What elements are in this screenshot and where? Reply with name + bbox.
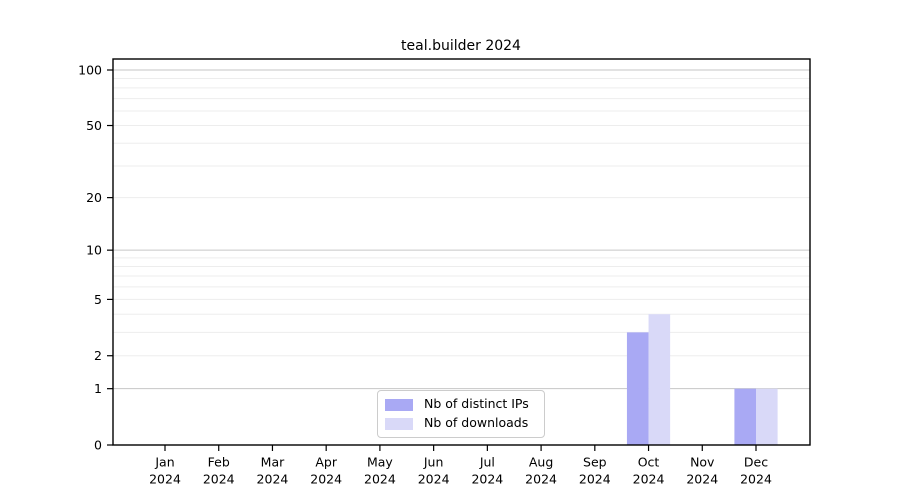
svg-text:50: 50	[86, 118, 102, 133]
bars	[626, 314, 778, 445]
svg-text:10: 10	[86, 243, 102, 258]
svg-text:Apr: Apr	[315, 455, 337, 470]
legend-label-distinct-ips: Nb of distinct IPs	[424, 396, 529, 412]
svg-text:2024: 2024	[310, 472, 342, 487]
svg-text:100: 100	[78, 62, 102, 77]
svg-text:2024: 2024	[633, 472, 665, 487]
svg-text:2024: 2024	[149, 472, 181, 487]
legend-item-downloads: Nb of downloads	[385, 415, 536, 432]
svg-text:Mar: Mar	[261, 455, 285, 470]
svg-text:2024: 2024	[525, 472, 557, 487]
legend-swatch-downloads	[385, 417, 413, 430]
svg-text:Jan: Jan	[154, 455, 174, 470]
svg-text:Aug: Aug	[529, 455, 553, 470]
svg-text:Dec: Dec	[744, 455, 768, 470]
svg-text:Sep: Sep	[583, 455, 607, 470]
svg-text:2024: 2024	[686, 472, 718, 487]
svg-text:2024: 2024	[203, 472, 235, 487]
legend-label-downloads: Nb of downloads	[424, 415, 529, 431]
svg-text:1: 1	[94, 381, 102, 396]
svg-text:Jul: Jul	[479, 455, 495, 470]
svg-text:20: 20	[86, 190, 102, 205]
legend-item-distinct-ips: Nb of distinct IPs	[385, 396, 536, 413]
chart-title: teal.builder 2024	[401, 38, 521, 54]
svg-text:Jun: Jun	[423, 455, 444, 470]
svg-text:2024: 2024	[471, 472, 503, 487]
svg-text:2024: 2024	[364, 472, 396, 487]
gridlines	[113, 69, 810, 390]
svg-text:Nov: Nov	[690, 455, 715, 470]
svg-text:5: 5	[94, 292, 102, 307]
svg-text:2: 2	[94, 348, 102, 363]
svg-text:0: 0	[94, 437, 102, 452]
svg-text:Feb: Feb	[208, 455, 230, 470]
svg-text:2024: 2024	[740, 472, 772, 487]
svg-text:May: May	[367, 455, 393, 470]
legend-swatch-distinct-ips	[385, 398, 413, 411]
legend: Nb of distinct IPs Nb of downloads	[377, 390, 545, 438]
tick-labels: 0 1 2 5 10 20 50 100 Jan 2024 Feb 2024 Mar 2024 Apr 202…	[78, 62, 772, 486]
svg-text:2024: 2024	[257, 472, 289, 487]
svg-text:Oct: Oct	[638, 455, 660, 470]
svg-text:2024: 2024	[418, 472, 450, 487]
axes	[107, 58, 811, 451]
svg-text:2024: 2024	[579, 472, 611, 487]
